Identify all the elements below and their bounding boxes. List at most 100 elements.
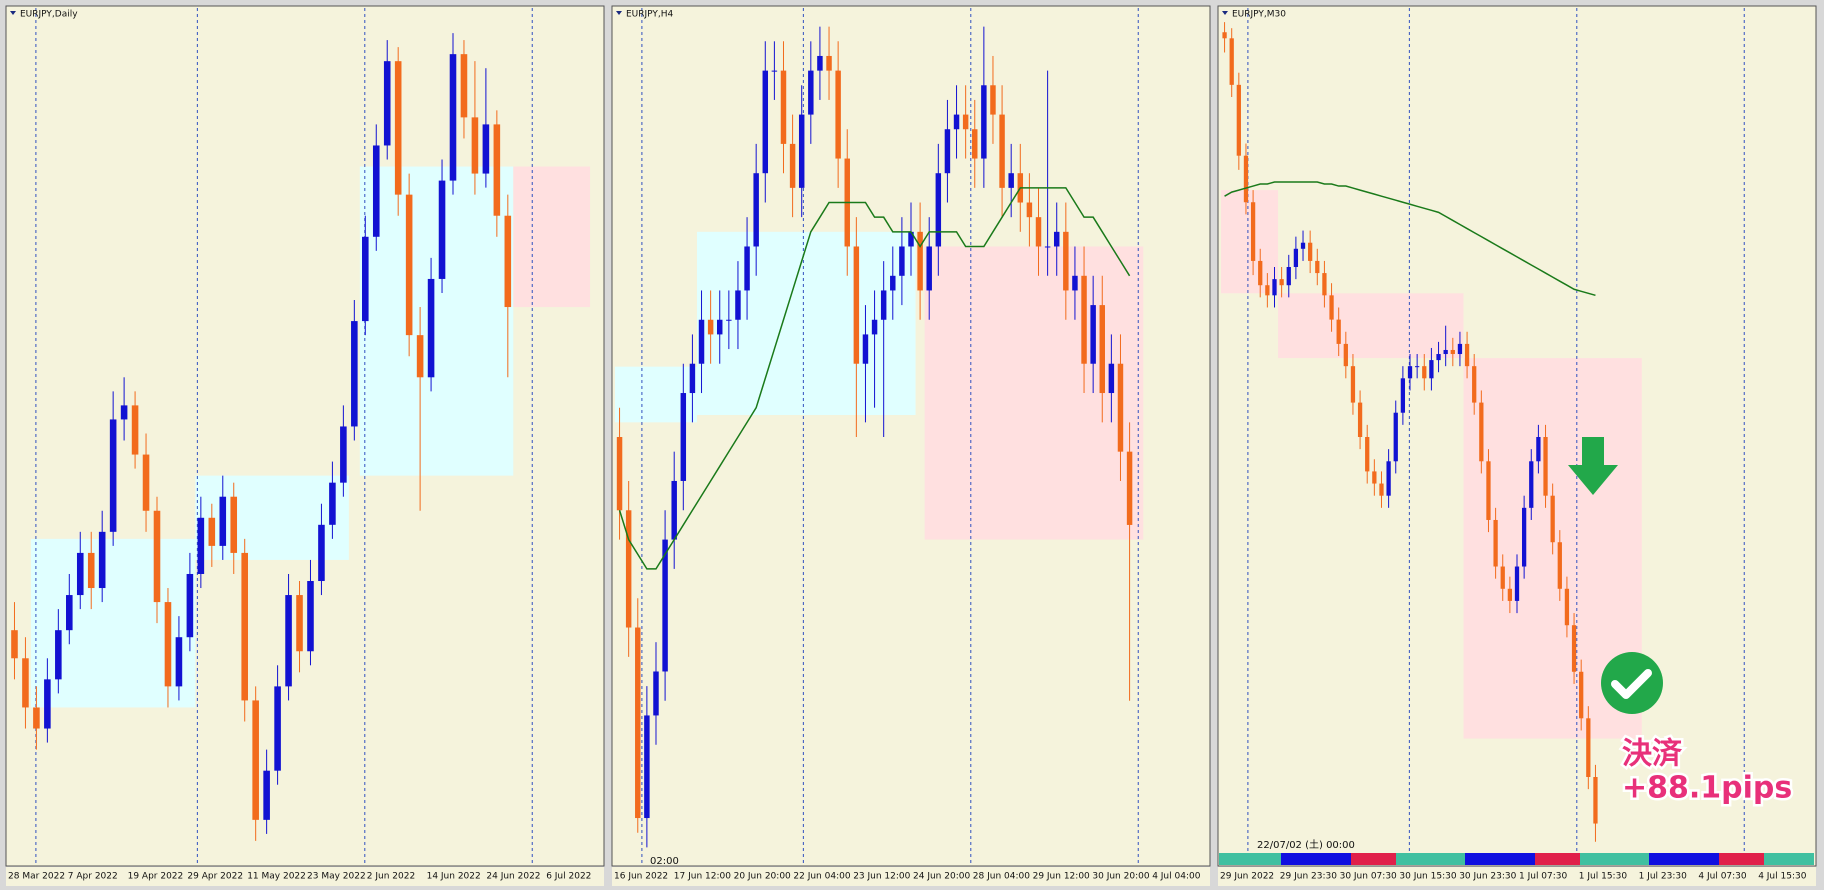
candle-body: [87, 552, 95, 589]
candle-body: [1357, 402, 1363, 437]
x-tick-label: 19 Apr 2022: [128, 872, 184, 882]
candle-body: [671, 480, 677, 540]
x-tick-label: 29 Jun 23:30: [1280, 872, 1337, 882]
candle-body: [394, 61, 402, 195]
zone: [359, 166, 514, 476]
zone: [195, 475, 349, 560]
candle-body: [11, 630, 18, 659]
candle-body: [944, 129, 951, 174]
candle-body: [98, 531, 106, 589]
candle-body: [1322, 273, 1327, 296]
candle-body: [1236, 84, 1241, 156]
candle-body: [22, 658, 29, 708]
chart-panel: EURJPY,H4 16 Jun 2022 17 Jun 12:00 20 Jun 2…: [611, 5, 1211, 886]
candle-body: [853, 246, 860, 364]
candle-body: [826, 55, 832, 71]
candle-body: [689, 363, 696, 394]
candle-body: [142, 454, 150, 511]
candle-body: [1099, 305, 1105, 394]
candle-body: [1436, 354, 1441, 361]
candle-body: [208, 517, 216, 546]
candle-body: [616, 437, 623, 511]
candle-body: [1336, 319, 1341, 344]
candle-body: [1250, 202, 1256, 261]
candle-body: [1272, 279, 1277, 296]
candle-body: [707, 319, 714, 335]
candle-body: [351, 321, 358, 427]
candle-body: [438, 180, 446, 279]
x-tick-label: 1 Jul 23:30: [1639, 872, 1688, 882]
candle-body: [798, 114, 805, 188]
x-tick-label: 4 Jul 07:30: [1698, 872, 1747, 882]
candle-body: [1557, 542, 1562, 589]
candle-body: [274, 686, 281, 771]
zone: [1278, 293, 1464, 359]
candle-body: [383, 61, 391, 146]
candle-body: [762, 70, 769, 174]
candle-body: [1279, 279, 1284, 286]
candle-body: [1486, 461, 1491, 520]
candle-body: [1529, 461, 1534, 508]
zone: [696, 231, 916, 416]
candle-body: [175, 637, 183, 687]
candle-body: [109, 419, 117, 532]
candle-body: [76, 552, 84, 596]
title-arrow: [616, 11, 622, 15]
moving-average: [618, 187, 1131, 570]
candle-body: [935, 173, 942, 247]
candle-body: [908, 231, 914, 247]
candle-body: [1429, 360, 1434, 379]
candle-body: [735, 290, 741, 320]
candle-body: [427, 278, 435, 378]
candle-body: [1564, 588, 1570, 626]
x-tick-label: 24 Jun 20:00: [913, 872, 970, 882]
candle-body: [1415, 366, 1420, 368]
candle-body: [362, 236, 369, 322]
panel-background: [5, 5, 605, 867]
candle-body: [66, 595, 73, 631]
candle-body: [1053, 231, 1060, 247]
candle-body: [1543, 437, 1548, 496]
candle-body: [55, 630, 62, 680]
candle-body: [899, 246, 905, 276]
candle-body: [372, 145, 380, 237]
candle-body: [962, 114, 969, 130]
x-tick-label: 29 Jun 12:00: [1033, 872, 1090, 882]
candle-body: [460, 54, 468, 118]
title-arrow: [10, 11, 16, 15]
candle-body: [680, 393, 687, 481]
x-tick-label: 24 Jun 2022: [486, 872, 540, 882]
candle-body: [744, 246, 750, 291]
candle-body: [1536, 437, 1541, 462]
candle-body: [726, 319, 732, 321]
candle-body: [1072, 275, 1078, 291]
candle-body: [1422, 366, 1427, 379]
x-tick-label: 23 Jun 12:00: [853, 872, 910, 882]
candle-body: [1457, 343, 1463, 355]
title-arrow: [1222, 11, 1228, 15]
candle-body: [653, 671, 659, 716]
moving-average: [1224, 181, 1596, 297]
candle-body: [753, 173, 759, 247]
candle-body: [1500, 566, 1505, 589]
candle-body: [164, 602, 172, 687]
candle-body: [990, 85, 996, 115]
x-tick-label: 4 Jul 04:00: [1152, 872, 1201, 882]
candle-body: [1315, 260, 1320, 274]
x-tick-label: 7 Apr 2022: [68, 872, 118, 882]
candle-body: [153, 510, 161, 603]
candle-body: [1035, 217, 1042, 247]
candle-body: [307, 581, 314, 652]
candle-body: [1343, 343, 1348, 367]
date-label: 22/07/02 (土) 00:00: [1257, 838, 1355, 851]
x-tick-label: 14 Jun 2022: [427, 872, 481, 882]
x-tick-label: 28 Mar 2022: [8, 872, 65, 882]
x-tick-label: 28 Jun 04:00: [973, 872, 1030, 882]
down-arrow-icon: [1568, 437, 1618, 495]
candle-body: [1386, 461, 1391, 496]
candle-body: [662, 539, 668, 672]
candle-body: [1008, 173, 1014, 188]
candle-body: [1090, 305, 1096, 364]
candle-body: [1472, 366, 1477, 403]
candle-body: [789, 143, 796, 188]
